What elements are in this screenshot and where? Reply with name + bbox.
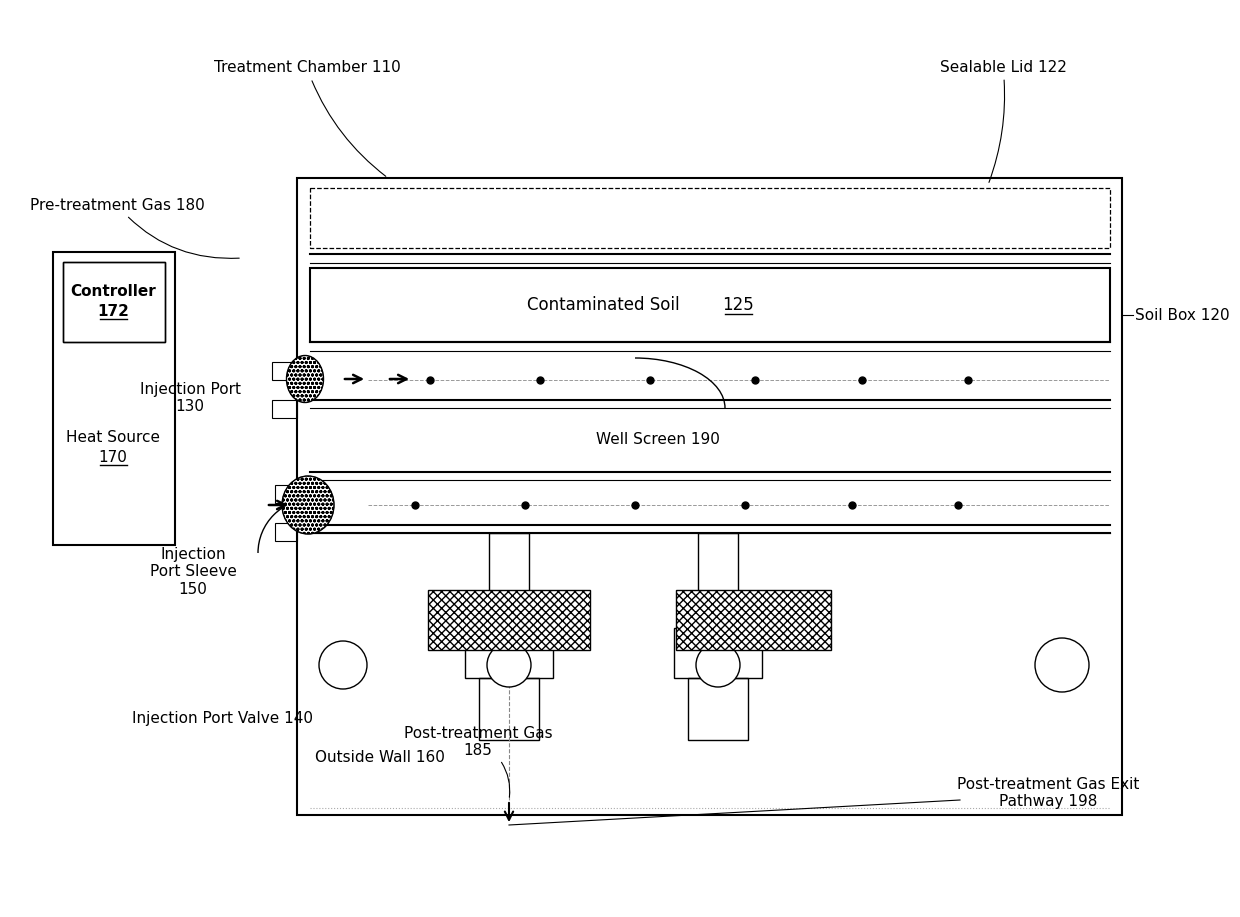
Bar bbox=[63, 262, 165, 342]
Bar bbox=[484, 614, 534, 628]
Bar bbox=[310, 188, 1110, 248]
Circle shape bbox=[1035, 638, 1089, 692]
Text: Contaminated Soil: Contaminated Soil bbox=[527, 296, 684, 314]
Text: Soil Box 120: Soil Box 120 bbox=[1135, 307, 1230, 323]
Bar bbox=[675, 628, 763, 678]
Text: Pre-treatment Gas 180: Pre-treatment Gas 180 bbox=[30, 197, 239, 259]
Bar bbox=[688, 678, 748, 740]
Bar bbox=[310, 268, 1110, 342]
Bar bbox=[698, 533, 738, 618]
Text: 172: 172 bbox=[97, 304, 129, 319]
Circle shape bbox=[696, 643, 740, 687]
Ellipse shape bbox=[281, 476, 334, 534]
Text: 125: 125 bbox=[722, 296, 754, 314]
Bar bbox=[428, 590, 590, 650]
Bar bbox=[692, 614, 744, 628]
Text: Post-treatment Gas Exit
Pathway 198: Post-treatment Gas Exit Pathway 198 bbox=[957, 777, 1140, 809]
Bar bbox=[272, 362, 298, 380]
Bar bbox=[63, 262, 165, 342]
Bar bbox=[298, 178, 1122, 815]
Text: Treatment Chamber 110: Treatment Chamber 110 bbox=[213, 61, 401, 176]
Text: Injection Port Valve 140: Injection Port Valve 140 bbox=[131, 711, 312, 725]
Text: Post-treatment Gas
185: Post-treatment Gas 185 bbox=[404, 725, 552, 758]
Circle shape bbox=[319, 641, 367, 689]
Bar bbox=[489, 533, 529, 618]
Text: Heat Source: Heat Source bbox=[66, 430, 160, 446]
Bar bbox=[272, 400, 298, 418]
Bar bbox=[275, 523, 298, 541]
Text: Controller: Controller bbox=[71, 283, 156, 299]
Circle shape bbox=[487, 643, 531, 687]
Bar bbox=[465, 628, 553, 678]
Text: Injection
Port Sleeve
150: Injection Port Sleeve 150 bbox=[150, 547, 237, 597]
Text: Injection Port
130: Injection Port 130 bbox=[139, 381, 241, 414]
Bar bbox=[676, 590, 831, 650]
Bar bbox=[53, 252, 175, 545]
Text: 170: 170 bbox=[98, 450, 128, 466]
Text: Sealable Lid 122: Sealable Lid 122 bbox=[940, 60, 1066, 182]
Text: Outside Wall 160: Outside Wall 160 bbox=[315, 749, 445, 765]
Bar bbox=[275, 485, 298, 503]
Bar bbox=[704, 672, 732, 681]
Ellipse shape bbox=[286, 356, 324, 403]
Bar bbox=[479, 678, 539, 740]
Text: Well Screen 190: Well Screen 190 bbox=[596, 433, 720, 447]
Bar bbox=[495, 672, 523, 681]
